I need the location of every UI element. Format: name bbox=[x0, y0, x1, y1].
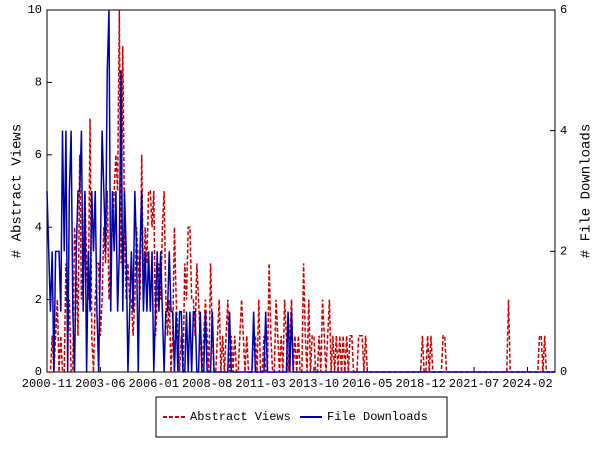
y2-tick-label: 4 bbox=[560, 124, 567, 138]
y2-tick-label: 0 bbox=[560, 365, 567, 379]
series-line bbox=[47, 9, 555, 373]
y-tick-label: 4 bbox=[35, 220, 42, 234]
y-axis-label: # Abstract Views bbox=[10, 124, 26, 258]
legend-label: File Downloads bbox=[327, 410, 428, 424]
y-tick-label: 2 bbox=[35, 293, 42, 307]
y-tick-label: 8 bbox=[35, 76, 42, 90]
x-tick-label: 2006-01 bbox=[129, 377, 179, 391]
x-tick-label: 2018-12 bbox=[395, 377, 445, 391]
x-tick-label: 2003-06 bbox=[75, 377, 125, 391]
y2-axis-label: # File Downloads bbox=[579, 124, 595, 258]
y-tick-label: 0 bbox=[35, 365, 42, 379]
legend-label: Abstract Views bbox=[190, 410, 291, 424]
x-tick-label: 2016-05 bbox=[342, 377, 392, 391]
legend-box bbox=[155, 396, 448, 438]
x-tick-label: 2013-10 bbox=[289, 377, 339, 391]
x-tick-label: 2024-02 bbox=[502, 377, 552, 391]
x-tick-label: 2008-08 bbox=[182, 377, 232, 391]
y2-tick-label: 6 bbox=[560, 3, 567, 17]
y-tick-label: 6 bbox=[35, 148, 42, 162]
x-tick-label: 2021-07 bbox=[449, 377, 499, 391]
x-tick-label: 2000-11 bbox=[22, 377, 72, 391]
x-tick-label: 2011-03 bbox=[235, 377, 285, 391]
y2-tick-label: 2 bbox=[560, 245, 567, 259]
y-tick-label: 10 bbox=[28, 3, 42, 17]
series-line bbox=[46, 9, 555, 373]
